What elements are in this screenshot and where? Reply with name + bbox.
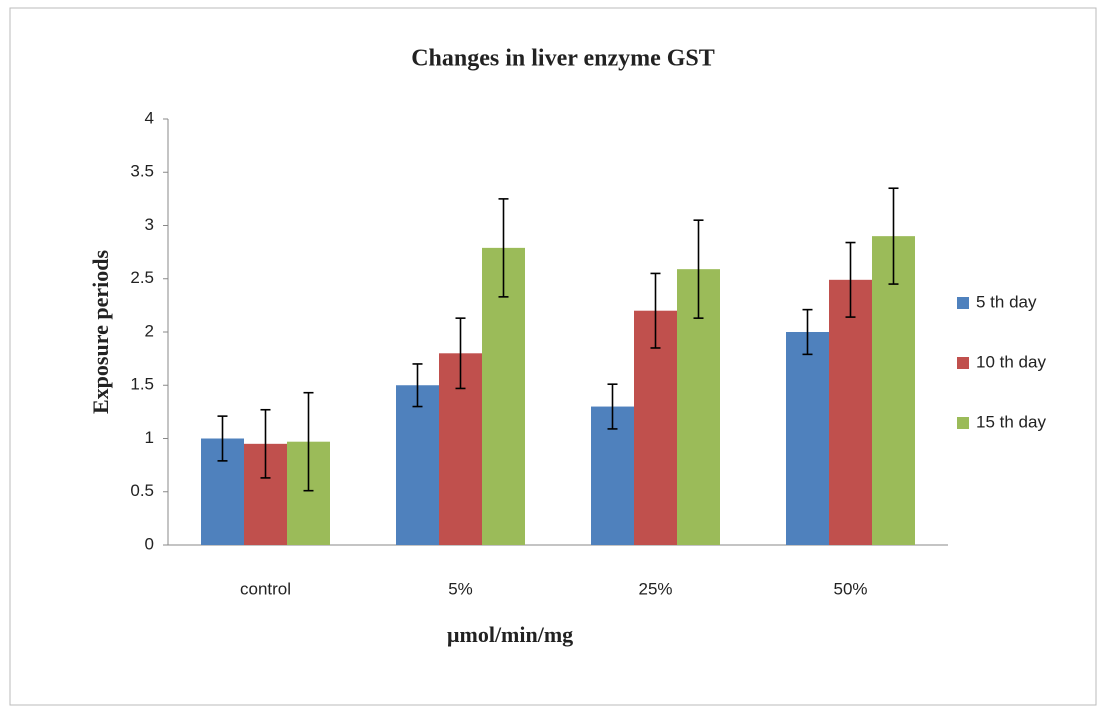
error-bar xyxy=(303,391,314,492)
y-tick-label: 2 xyxy=(145,321,154,340)
bar xyxy=(786,332,829,545)
error-bar xyxy=(412,363,423,408)
x-tick-label: 50% xyxy=(833,579,867,598)
error-bar xyxy=(260,408,271,479)
legend-label: 10 th day xyxy=(976,352,1046,371)
error-bar xyxy=(650,272,661,349)
error-bar xyxy=(693,219,704,319)
chart-border xyxy=(9,7,1097,706)
error-bar xyxy=(802,308,813,356)
bar xyxy=(829,279,872,545)
error-bar xyxy=(607,383,618,430)
y-tick-label: 2.5 xyxy=(130,268,154,287)
y-tick-label: 4 xyxy=(145,108,154,127)
y-tick-label: 3 xyxy=(145,215,154,234)
x-tick-label: 5% xyxy=(448,579,473,598)
y-tick-label: 1.5 xyxy=(130,375,154,394)
x-tick-label: 25% xyxy=(638,579,672,598)
legend-label: 15 th day xyxy=(976,412,1046,431)
legend-swatch xyxy=(957,417,969,429)
legend-swatch xyxy=(957,297,969,309)
chart-title: Changes in liver enzyme GST xyxy=(411,46,715,72)
y-tick-label: 0.5 xyxy=(130,481,154,500)
error-bar xyxy=(845,241,856,318)
x-axis-label: µmol/min/mg xyxy=(447,622,573,647)
y-axis-label: Exposure periods xyxy=(88,250,113,414)
error-bar xyxy=(498,198,509,298)
error-bar xyxy=(888,187,899,285)
bar xyxy=(634,310,677,545)
error-bar xyxy=(455,317,466,390)
bar xyxy=(396,385,439,545)
error-bar xyxy=(217,415,228,462)
y-tick-label: 0 xyxy=(145,534,154,553)
x-tick-label: control xyxy=(240,579,291,598)
legend-label: 5 th day xyxy=(976,292,1037,311)
legend-swatch xyxy=(957,357,969,369)
bar xyxy=(872,236,915,545)
y-tick-label: 3.5 xyxy=(130,162,154,181)
y-tick-label: 1 xyxy=(145,428,154,447)
